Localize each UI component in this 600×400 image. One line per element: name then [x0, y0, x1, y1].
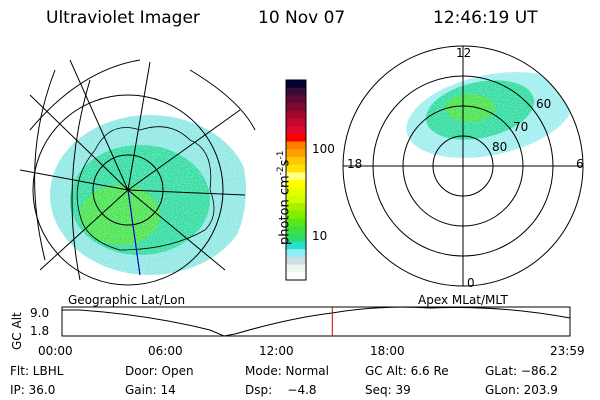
time-label: 12:46:19 UT: [433, 8, 538, 28]
colorbar-segment: [286, 141, 306, 150]
mlt-label-12: 12: [456, 46, 472, 60]
mlt-label-6: 6: [576, 157, 584, 171]
mlat-label-80: 80: [492, 140, 508, 154]
info-glat: GLat: −86.2: [485, 364, 558, 378]
colorbar-segment: [286, 218, 306, 227]
colorbar-segment: [286, 241, 306, 250]
colorbar-segment: [286, 164, 306, 173]
altitude-curve: [62, 306, 571, 337]
colorbar-segment: [286, 172, 306, 181]
colorbar-segment: [286, 203, 306, 212]
xtick-2359: 23:59: [550, 344, 585, 358]
info-door: Door: Open: [125, 364, 194, 378]
colorbar-segment: [286, 226, 306, 235]
date-label: 10 Nov 07: [258, 8, 346, 28]
colorbar-tick-100: 100: [312, 142, 335, 156]
colorbar-segment: [286, 272, 306, 281]
mlat-label-60: 60: [536, 97, 552, 111]
colorbar-segment: [286, 180, 306, 189]
info-filter: Flt: LBHL: [10, 364, 64, 378]
colorbar-segment: [286, 256, 306, 266]
info-glon: GLon: 203.9: [485, 383, 558, 397]
xtick-0600: 06:00: [148, 344, 183, 358]
mlat-mlt-polar-plot: [342, 45, 584, 287]
info-ip: IP: 36.0: [10, 383, 56, 397]
colorbar-segment: [286, 233, 306, 243]
colorbar-segment: [286, 103, 306, 112]
info-mode: Mode: Normal: [245, 364, 329, 378]
xtick-0000: 00:00: [38, 344, 73, 358]
altitude-ytick-min: 1.8: [30, 324, 50, 338]
colorbar-segment: [286, 110, 306, 119]
colorbar-segment: [286, 195, 306, 204]
colorbar-unit-label: photon cm-2s-1: [276, 150, 293, 245]
info-gc-alt: GC Alt: 6.6 Re: [365, 364, 449, 378]
colorbar-segment: [286, 126, 306, 135]
mlt-label-18: 18: [347, 157, 363, 171]
mlat-label-70: 70: [513, 120, 529, 134]
colorbar-segment: [286, 249, 306, 258]
altitude-ylabel: GC Alt: [10, 312, 24, 350]
colorbar-segment: [286, 149, 306, 158]
altitude-plot-frame: [61, 306, 571, 337]
geographic-label: Geographic Lat/Lon: [68, 293, 186, 307]
mlt-label-0: 0: [467, 276, 475, 290]
colorbar-segment: [286, 80, 306, 89]
colorbar-segment: [286, 187, 306, 196]
xtick-1200: 12:00: [259, 344, 294, 358]
info-dsp: Dsp: −4.8: [245, 383, 317, 397]
antarctica-coastline: [76, 126, 215, 251]
colorbar-segment: [286, 87, 306, 96]
altitude-ytick-max: 9.0: [30, 306, 50, 320]
colorbar-segment: [286, 264, 306, 273]
colorbar-segment: [286, 210, 306, 219]
geographic-map: [10, 59, 256, 308]
colorbar-segment: [286, 133, 306, 143]
colorbar-segment: [286, 156, 306, 166]
colorbar-segment: [286, 118, 306, 127]
info-gain: Gain: 14: [125, 383, 176, 397]
xtick-1800: 18:00: [370, 344, 405, 358]
colorbar-tick-10: 10: [312, 229, 328, 243]
instrument-title: Ultraviolet Imager: [46, 8, 200, 28]
colorbar-segment: [286, 95, 306, 104]
latitude-circle: [32, 94, 224, 286]
apex-label: Apex MLat/MLT: [418, 293, 508, 307]
latitude-circle: [92, 154, 164, 226]
colorbar: [286, 80, 306, 281]
info-seq: Seq: 39: [365, 383, 411, 397]
